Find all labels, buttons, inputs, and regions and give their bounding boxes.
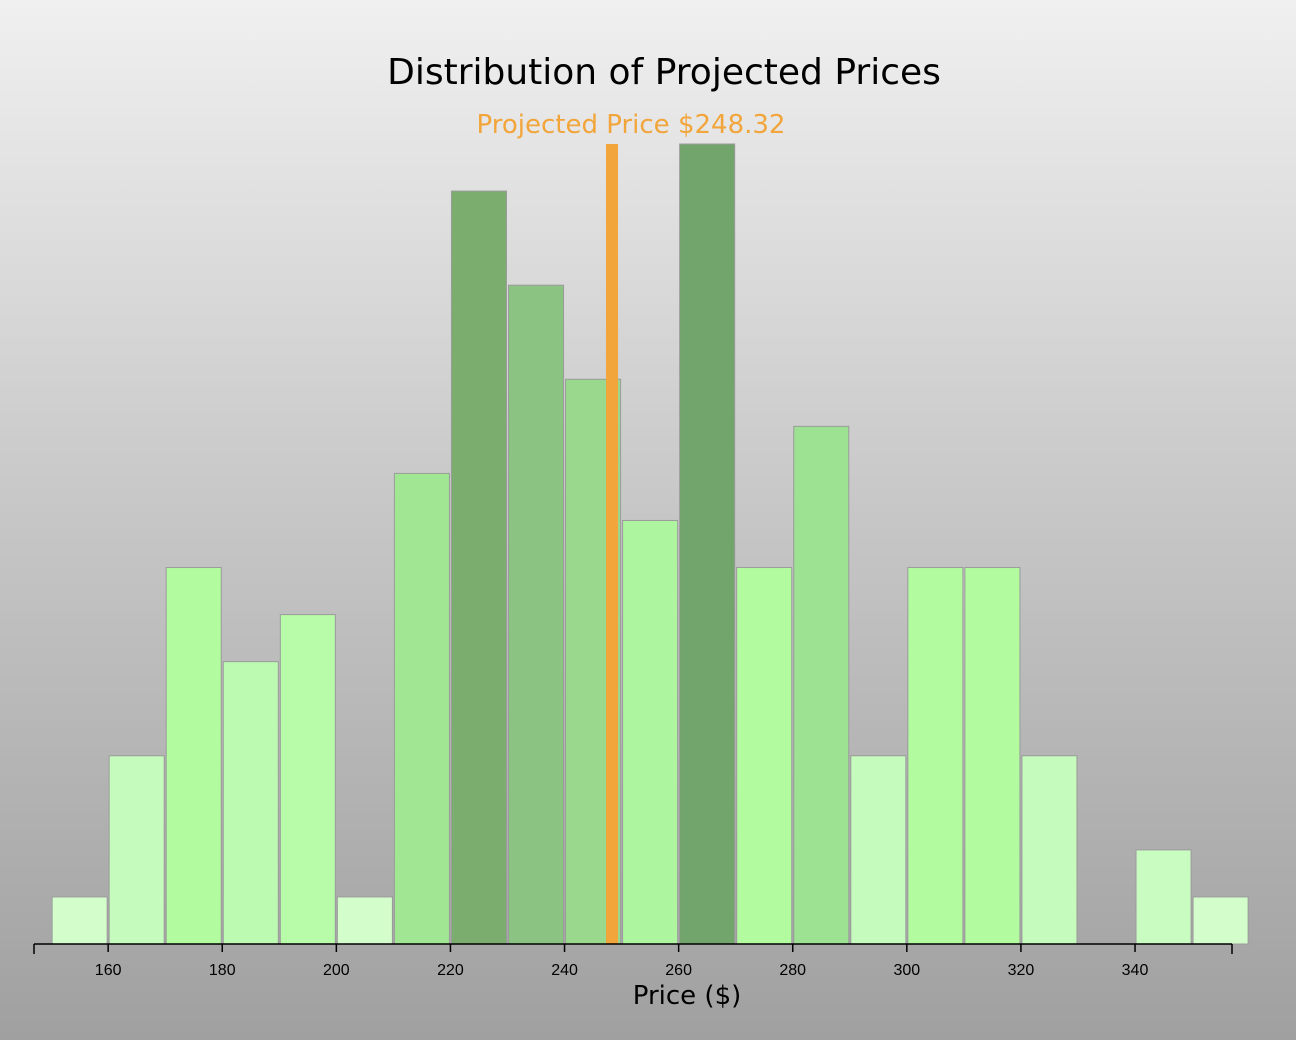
x-tick-label: 200 — [323, 962, 350, 979]
x-tick-label: 260 — [665, 962, 692, 979]
histogram-bar — [736, 567, 793, 945]
x-tick-label: 240 — [551, 962, 578, 979]
histogram-bar — [279, 614, 336, 945]
histogram-bar — [450, 190, 507, 945]
x-axis-label: Price ($) — [633, 981, 742, 1011]
projected-price-label: Projected Price $248.32 — [477, 110, 786, 140]
projected-price-line — [606, 144, 619, 944]
histogram-bar — [679, 143, 736, 945]
histogram-bar — [108, 755, 165, 945]
chart-title: Distribution of Projected Prices — [387, 52, 941, 93]
histogram-bars — [51, 143, 1249, 945]
histogram-bar — [393, 472, 450, 945]
histogram-bar — [1021, 755, 1078, 945]
x-tick-label: 160 — [95, 962, 122, 979]
histogram-bar — [850, 755, 907, 945]
x-tick-label: 300 — [893, 962, 920, 979]
x-tick-label: 320 — [1008, 962, 1035, 979]
histogram-bar — [907, 567, 964, 945]
x-tick-label: 280 — [779, 962, 806, 979]
x-tick-label: 180 — [209, 962, 236, 979]
histogram-bar — [964, 567, 1021, 945]
histogram-bar — [51, 896, 108, 945]
histogram-bar — [507, 284, 565, 945]
histogram-bar — [1135, 849, 1192, 945]
x-tick-label: 220 — [437, 962, 464, 979]
histogram-bar — [793, 425, 850, 945]
x-tick-label: 340 — [1122, 962, 1149, 979]
histogram-bar — [622, 519, 679, 945]
histogram-bar — [336, 896, 393, 945]
histogram-bar — [165, 567, 222, 945]
x-axis: 160 180 200 220 240 260 280 300 320 340 — [33, 943, 1233, 979]
histogram-bar — [1192, 896, 1249, 945]
histogram-bar — [222, 661, 279, 945]
projected-price-marker: Projected Price $248.32 — [477, 110, 786, 944]
